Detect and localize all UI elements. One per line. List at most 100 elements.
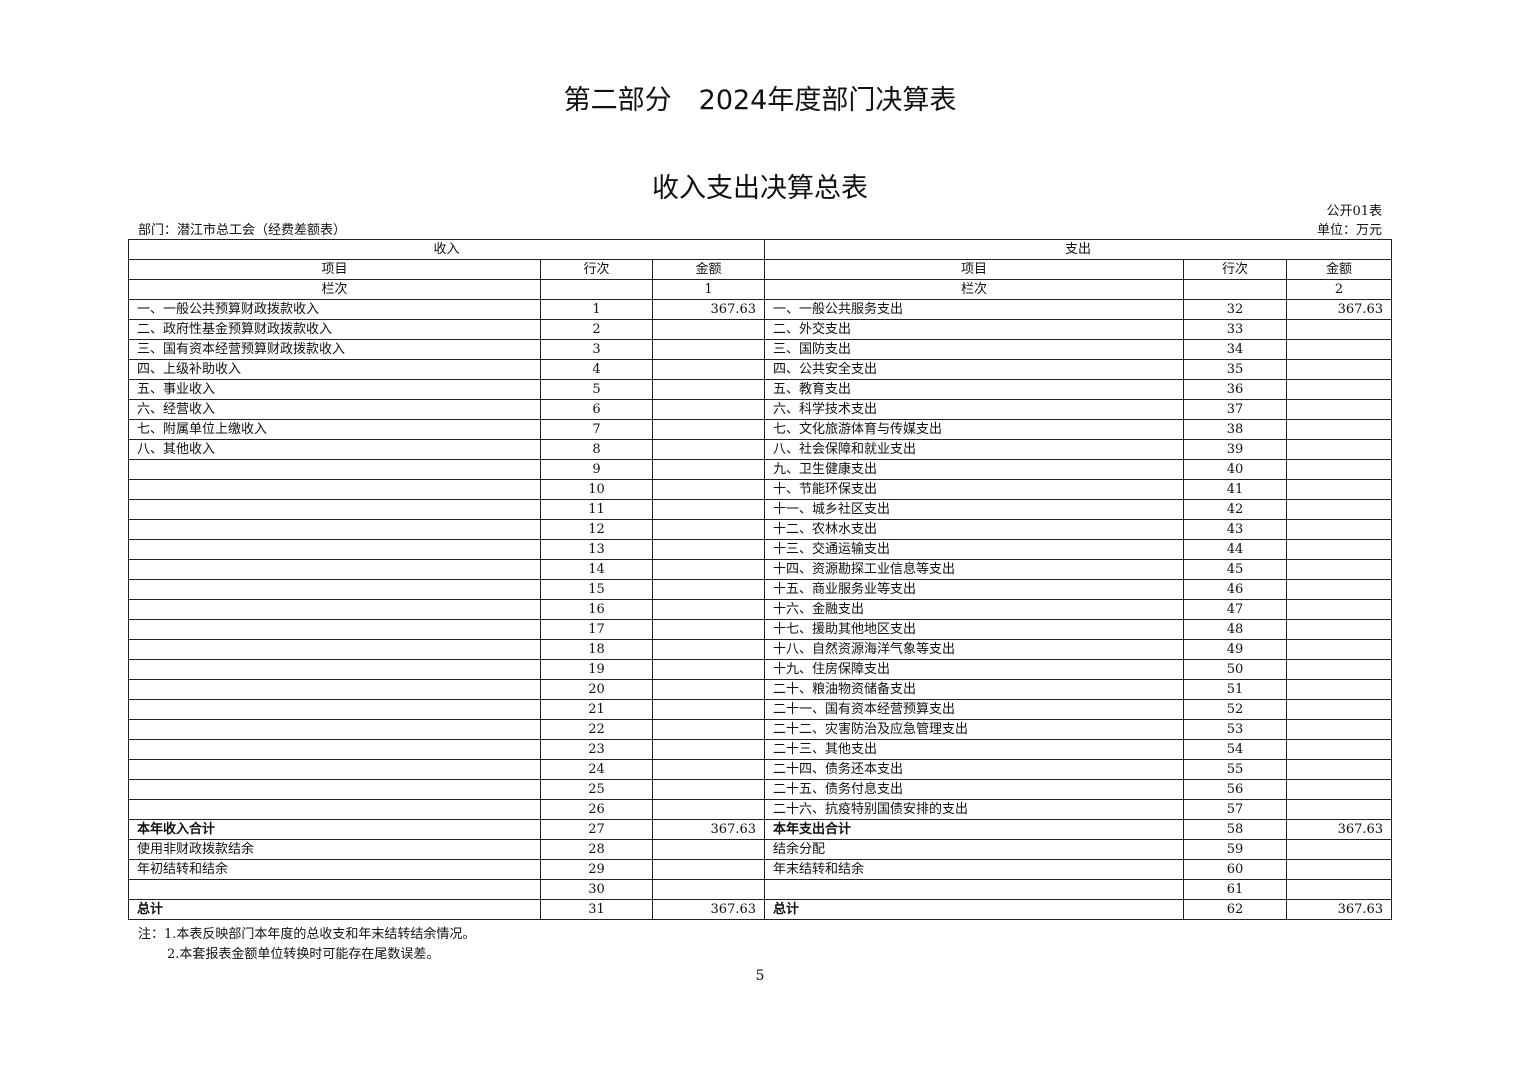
income-item bbox=[128, 599, 541, 620]
income-amount bbox=[651, 679, 766, 700]
table-row: 八、其他收入 8 八、社会保障和就业支出 39 bbox=[128, 439, 1393, 460]
income-row-no: 11 bbox=[540, 499, 653, 520]
expense-amount bbox=[1286, 419, 1393, 440]
expense-header: 支出 bbox=[764, 239, 1393, 260]
expense-amount bbox=[1286, 839, 1393, 860]
income-item bbox=[128, 659, 541, 680]
income-item bbox=[128, 619, 541, 640]
table-row: 26 二十六、抗疫特别国债安排的支出 57 bbox=[128, 799, 1393, 820]
income-row-no: 15 bbox=[540, 579, 653, 600]
income-item: 二、政府性基金预算财政拨款收入 bbox=[128, 319, 541, 340]
expense-item: 四、公共安全支出 bbox=[764, 359, 1185, 380]
expense-amount bbox=[1286, 879, 1393, 900]
table-row: 16 十六、金融支出 47 bbox=[128, 599, 1393, 620]
income-row-no: 27 bbox=[540, 819, 653, 840]
expense-row-no: 43 bbox=[1183, 519, 1288, 540]
income-amount bbox=[651, 799, 766, 820]
expense-item: 二十五、债务付息支出 bbox=[764, 779, 1185, 800]
income-amount-header: 金额 bbox=[651, 259, 766, 280]
table-row: 10 十、节能环保支出 41 bbox=[128, 479, 1393, 500]
expense-amount bbox=[1286, 319, 1393, 340]
table-row: 六、经营收入 6 六、科学技术支出 37 bbox=[128, 399, 1393, 420]
unit-label: 单位：万元 bbox=[1316, 223, 1382, 238]
income-item bbox=[128, 459, 541, 480]
expense-row-no: 45 bbox=[1183, 559, 1288, 580]
column-header-row: 项目 行次 金额 项目 行次 金额 bbox=[128, 259, 1393, 280]
expense-item: 十六、金融支出 bbox=[764, 599, 1185, 620]
income-row-no: 25 bbox=[540, 779, 653, 800]
income-amount bbox=[651, 359, 766, 380]
expense-row-no: 48 bbox=[1183, 619, 1288, 640]
expense-row-no: 37 bbox=[1183, 399, 1288, 420]
expense-item-header: 项目 bbox=[764, 259, 1185, 280]
income-amount bbox=[651, 439, 766, 460]
income-row-no: 23 bbox=[540, 739, 653, 760]
expense-amount bbox=[1286, 859, 1393, 880]
expense-row-no: 49 bbox=[1183, 639, 1288, 660]
table-row: 19 十九、住房保障支出 50 bbox=[128, 659, 1393, 680]
table-row: 9 九、卫生健康支出 40 bbox=[128, 459, 1393, 480]
income-column-label: 栏次 bbox=[128, 279, 541, 300]
income-item: 七、附属单位上缴收入 bbox=[128, 419, 541, 440]
expense-row-no: 40 bbox=[1183, 459, 1288, 480]
note-2: 2.本套报表金额单位转换时可能存在尾数误差。 bbox=[167, 947, 440, 962]
income-amount bbox=[651, 539, 766, 560]
expense-item: 八、社会保障和就业支出 bbox=[764, 439, 1185, 460]
expense-amount bbox=[1286, 519, 1393, 540]
income-amount bbox=[651, 379, 766, 400]
income-item bbox=[128, 579, 541, 600]
expense-item bbox=[764, 879, 1185, 900]
table-row: 四、上级补助收入 4 四、公共安全支出 35 bbox=[128, 359, 1393, 380]
expense-item: 十二、农林水支出 bbox=[764, 519, 1185, 540]
expense-row-no: 34 bbox=[1183, 339, 1288, 360]
table-row: 二、政府性基金预算财政拨款收入 2 二、外交支出 33 bbox=[128, 319, 1393, 340]
table-row: 24 二十四、债务还本支出 55 bbox=[128, 759, 1393, 780]
expense-row-no: 38 bbox=[1183, 419, 1288, 440]
income-item bbox=[128, 639, 541, 660]
income-row-no: 30 bbox=[540, 879, 653, 900]
expense-row-no: 36 bbox=[1183, 379, 1288, 400]
income-item: 五、事业收入 bbox=[128, 379, 541, 400]
income-amount bbox=[651, 719, 766, 740]
expense-row-no: 39 bbox=[1183, 439, 1288, 460]
income-amount bbox=[651, 479, 766, 500]
income-row-no: 21 bbox=[540, 699, 653, 720]
income-item bbox=[128, 679, 541, 700]
income-amount bbox=[651, 759, 766, 780]
expense-amount bbox=[1286, 359, 1393, 380]
income-amount bbox=[651, 639, 766, 660]
table-row: 一、一般公共预算财政拨款收入 1 367.63 一、一般公共服务支出 32 367.63 bbox=[128, 299, 1393, 320]
expense-amount bbox=[1286, 699, 1393, 720]
expense-row-no: 62 bbox=[1183, 899, 1288, 920]
table-row: 七、附属单位上缴收入 7 七、文化旅游体育与传媒支出 38 bbox=[128, 419, 1393, 440]
income-amount bbox=[651, 659, 766, 680]
expense-amount bbox=[1286, 779, 1393, 800]
income-rowno-header: 行次 bbox=[540, 259, 653, 280]
income-item bbox=[128, 559, 541, 580]
expense-item: 十九、住房保障支出 bbox=[764, 659, 1185, 680]
expense-row-no: 44 bbox=[1183, 539, 1288, 560]
expense-item: 十五、商业服务业等支出 bbox=[764, 579, 1185, 600]
expense-amount bbox=[1286, 399, 1393, 420]
expense-item: 二十三、其他支出 bbox=[764, 739, 1185, 760]
table-row: 20 二十、粮油物资储备支出 51 bbox=[128, 679, 1393, 700]
income-item bbox=[128, 699, 541, 720]
table-row: 21 二十一、国有资本经营预算支出 52 bbox=[128, 699, 1393, 720]
income-amount bbox=[651, 459, 766, 480]
income-row-no: 10 bbox=[540, 479, 653, 500]
expense-row-no: 41 bbox=[1183, 479, 1288, 500]
expense-row-no: 33 bbox=[1183, 319, 1288, 340]
income-item-header: 项目 bbox=[128, 259, 541, 280]
income-row-no: 31 bbox=[540, 899, 653, 920]
expense-item: 十四、资源勘探工业信息等支出 bbox=[764, 559, 1185, 580]
income-item: 六、经营收入 bbox=[128, 399, 541, 420]
expense-amount: 367.63 bbox=[1286, 819, 1393, 840]
income-row-no: 2 bbox=[540, 319, 653, 340]
income-amount bbox=[651, 839, 766, 860]
income-amount: 367.63 bbox=[651, 819, 766, 840]
expense-row-no: 53 bbox=[1183, 719, 1288, 740]
expense-amount bbox=[1286, 659, 1393, 680]
expense-item: 十、节能环保支出 bbox=[764, 479, 1185, 500]
table-title: 收入支出决算总表 bbox=[652, 173, 868, 204]
expense-item: 十七、援助其他地区支出 bbox=[764, 619, 1185, 640]
